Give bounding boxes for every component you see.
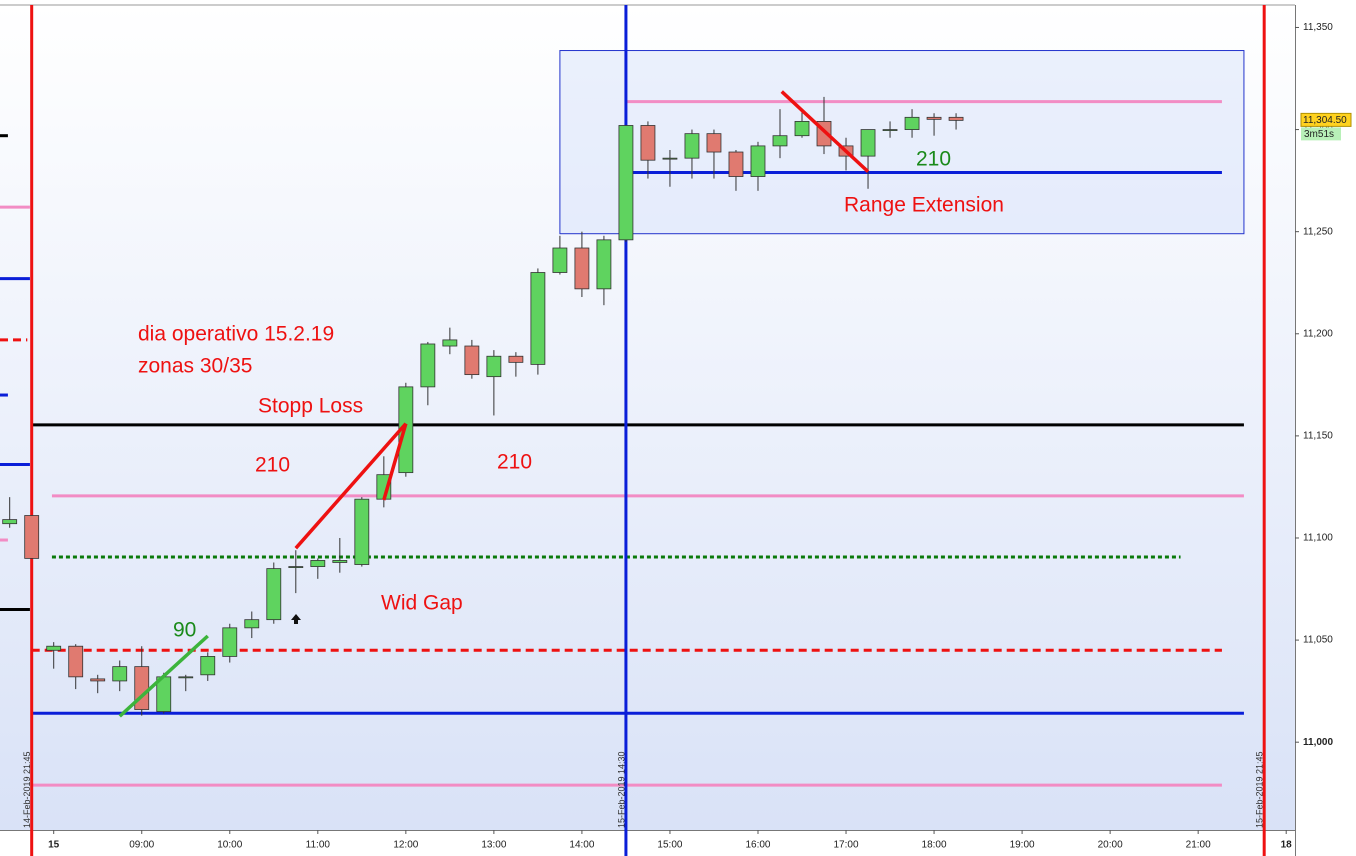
candle-body <box>420 343 436 388</box>
session-label: 15-Feb-2019 21:45 <box>1255 751 1265 828</box>
candle-body <box>464 345 480 376</box>
last-price-label: 11,304.50 <box>1303 115 1347 126</box>
range-box <box>559 50 1245 235</box>
y-tick-label: 11,350 <box>1303 22 1333 33</box>
candle-body <box>90 678 106 682</box>
y-tick-label: 11,250 <box>1303 226 1333 237</box>
annotation: zonas 30/35 <box>138 355 252 378</box>
candle-body <box>244 619 260 629</box>
x-tick-label: 10:00 <box>217 840 242 851</box>
candle-body <box>662 157 678 160</box>
candle-body <box>948 116 964 121</box>
candle-body <box>794 120 810 137</box>
x-tick-label: 19:00 <box>1010 840 1035 851</box>
drawn-segment <box>780 90 870 173</box>
x-tick-label: 12:00 <box>393 840 418 851</box>
candle-body <box>860 129 876 157</box>
drawn-segment <box>118 634 209 718</box>
session-label: 15-Feb-2019 14:30 <box>616 751 626 828</box>
candle-body <box>750 145 766 177</box>
candle-body <box>728 151 744 177</box>
candle-body <box>288 566 304 568</box>
candle-body <box>486 355 502 378</box>
candle-body <box>222 627 238 657</box>
drawn-segment <box>294 422 408 550</box>
session-label: 14-Feb-2019 21:45 <box>22 751 32 828</box>
candle-body <box>926 116 942 120</box>
candle-body <box>354 498 370 565</box>
x-tick-label: 11:00 <box>306 840 331 851</box>
candle-body <box>618 125 634 241</box>
x-tick-label: 18 <box>1281 840 1293 851</box>
annotation: Wid Gap <box>381 592 463 615</box>
annotation: 210 <box>255 454 290 477</box>
x-tick-label: 18:00 <box>922 840 947 851</box>
x-tick-label: 15 <box>48 840 60 851</box>
drawn-segment <box>382 423 408 501</box>
x-tick-label: 15:00 <box>657 840 682 851</box>
candle-body <box>882 129 898 131</box>
annotation: 90 <box>173 619 196 642</box>
annotation: Stopp Loss <box>258 395 363 418</box>
candle-body <box>266 568 282 621</box>
candle-body <box>68 645 84 678</box>
annotation: Range Extension <box>844 194 1004 217</box>
annotation: 210 <box>497 451 532 474</box>
x-tick-label: 21:00 <box>1186 840 1211 851</box>
y-tick-label: 11,150 <box>1303 431 1333 442</box>
candle-body <box>24 515 40 559</box>
candle-body <box>134 666 150 710</box>
candle-body <box>552 247 568 273</box>
candle-body <box>684 133 700 159</box>
candle-body <box>640 125 656 161</box>
candle-body <box>530 272 546 365</box>
candle-body <box>332 560 348 563</box>
y-tick-label: 11,100 <box>1303 533 1333 544</box>
candle-body <box>574 247 590 290</box>
candle-body <box>178 676 194 679</box>
x-tick-label: 16:00 <box>745 840 770 851</box>
timer-label: 3m51s <box>1304 129 1334 140</box>
timer-box <box>1301 127 1341 141</box>
x-tick-label: 13:00 <box>481 840 506 851</box>
x-tick-label: 14:00 <box>569 840 594 851</box>
annotation: 210 <box>916 148 951 171</box>
candle-body <box>442 339 458 347</box>
candle-body <box>772 135 788 147</box>
arrow-icon <box>291 614 301 624</box>
candle-body <box>508 355 524 363</box>
annotation: dia operativo 15.2.19 <box>138 323 334 346</box>
candle-body <box>46 645 62 651</box>
y-tick-label: 11,050 <box>1303 635 1333 646</box>
x-tick-label: 17:00 <box>834 840 859 851</box>
y-tick-label: 11,200 <box>1303 328 1333 339</box>
candle-body <box>200 656 216 676</box>
y-tick-label: 11,000 <box>1303 737 1333 748</box>
candle-body <box>112 666 128 682</box>
candle-body <box>310 560 326 567</box>
candle-body <box>706 133 722 153</box>
x-tick-label: 09:00 <box>129 840 154 851</box>
candle-body <box>596 239 612 290</box>
x-tick-label: 20:00 <box>1098 840 1123 851</box>
candle-body <box>904 116 920 130</box>
candle-body <box>2 519 18 525</box>
last-price-box <box>1300 112 1352 127</box>
